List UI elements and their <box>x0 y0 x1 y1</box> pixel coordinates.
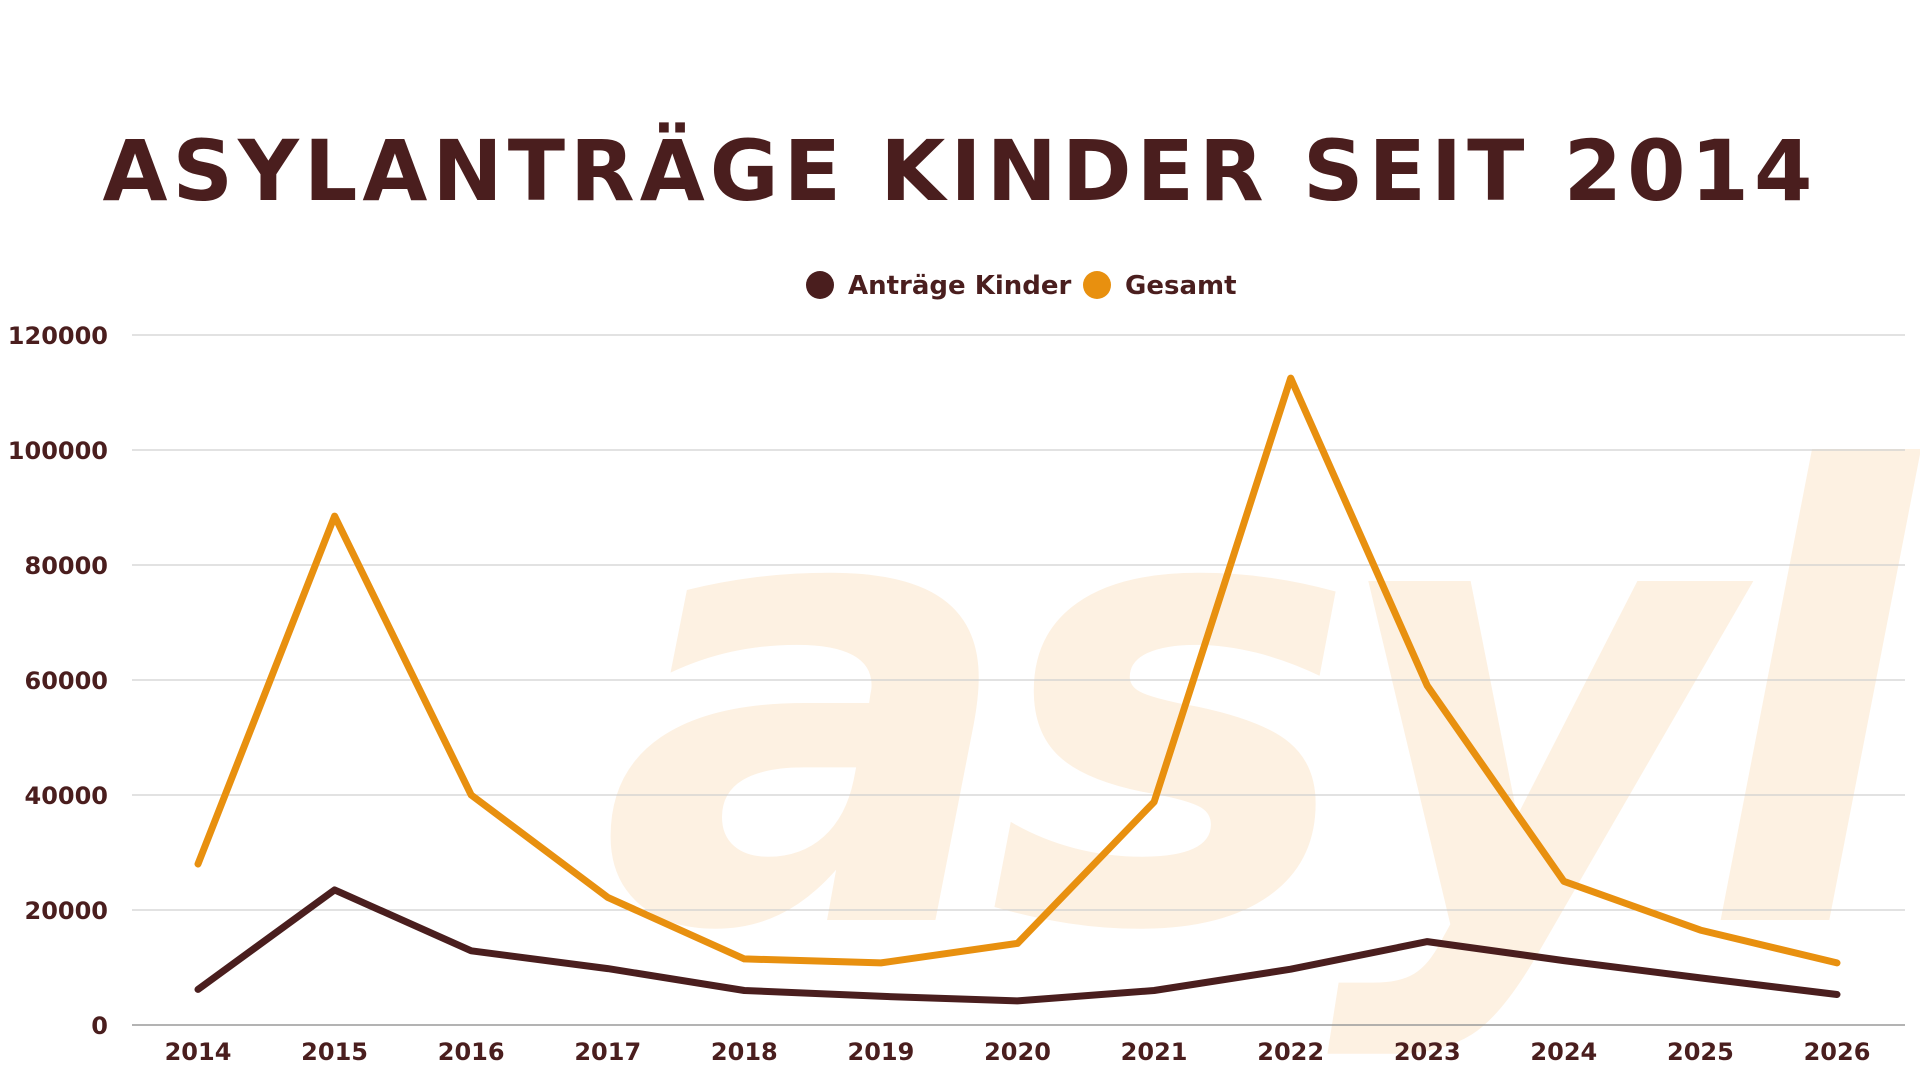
series-line-anträge-kinder <box>194 886 1841 1005</box>
x-tick-label: 2018 <box>711 1038 778 1066</box>
y-tick-label: 80000 <box>25 552 109 580</box>
legend-label: Anträge Kinder <box>848 271 1072 301</box>
y-tick-label: 120000 <box>8 322 108 350</box>
x-tick-label: 2014 <box>165 1038 232 1066</box>
y-tick-label: 100000 <box>8 437 108 465</box>
chart-title: ASYLANTRÄGE KINDER SEIT 2014 <box>103 122 1818 220</box>
x-tick-label: 2016 <box>438 1038 505 1066</box>
y-tick-label: 20000 <box>25 897 109 925</box>
legend-marker <box>1083 271 1111 299</box>
y-tick-label: 60000 <box>25 667 109 695</box>
x-tick-label: 2019 <box>848 1038 915 1066</box>
legend-marker <box>806 271 834 299</box>
series-line-gesamt <box>194 374 1841 967</box>
x-tick-label: 2022 <box>1257 1038 1324 1066</box>
x-tick-label: 2026 <box>1804 1038 1871 1066</box>
x-tick-label: 2024 <box>1530 1038 1597 1066</box>
x-tick-label: 2021 <box>1121 1038 1188 1066</box>
x-tick-label: 2017 <box>574 1038 641 1066</box>
x-tick-label: 2015 <box>301 1038 368 1066</box>
legend-label: Gesamt <box>1125 271 1237 301</box>
y-tick-label: 0 <box>91 1012 108 1040</box>
x-tick-label: 2020 <box>984 1038 1051 1066</box>
x-tick-label: 2025 <box>1667 1038 1734 1066</box>
y-tick-label: 40000 <box>25 782 109 810</box>
x-tick-label: 2023 <box>1394 1038 1461 1066</box>
